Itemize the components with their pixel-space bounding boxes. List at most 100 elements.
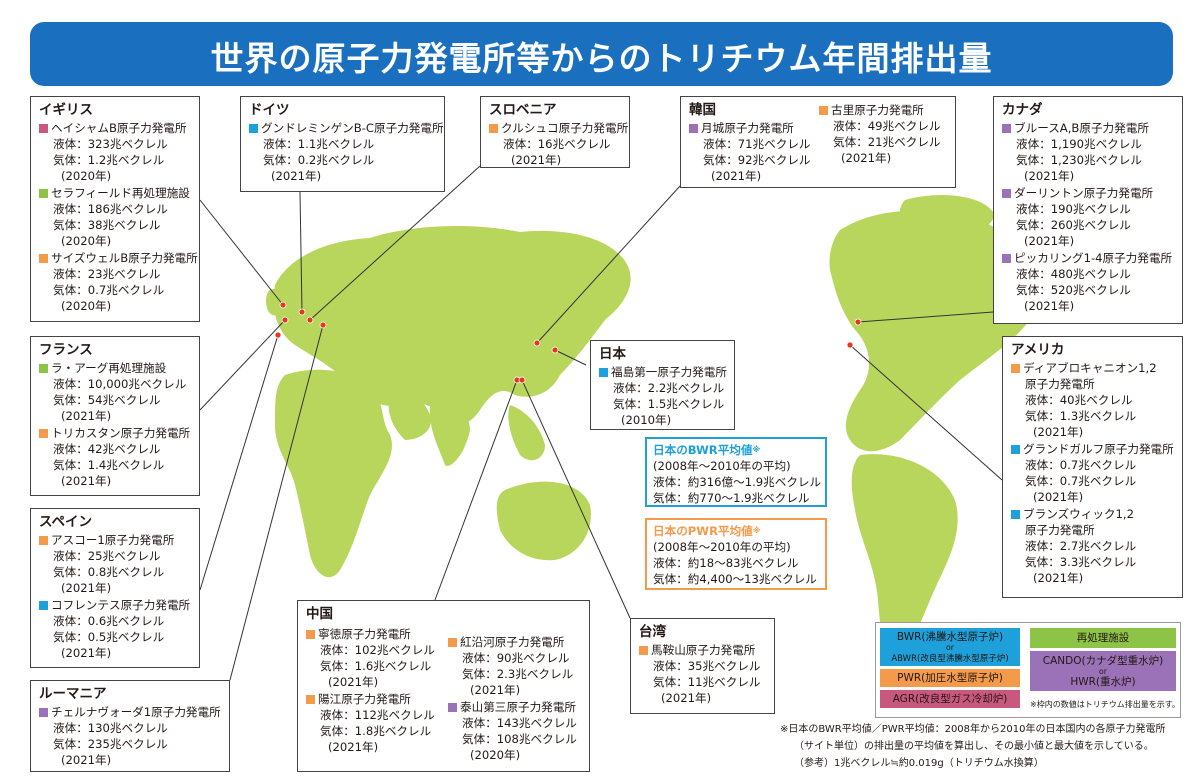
marker-canada [854, 318, 862, 326]
bwr-type-marker [599, 367, 608, 377]
year: (2021年) [1033, 490, 1084, 504]
plant-name-continued: 原子力発電所 [1025, 377, 1095, 391]
pwr-type-marker [39, 535, 48, 545]
leader-slovenia [309, 165, 481, 321]
marker-slovenia [306, 316, 314, 324]
pwr-type-marker [306, 629, 315, 639]
legend-bwr: BWR(沸騰水型原子炉) or ABWR(改良型沸騰水型原子炉) [880, 628, 1020, 666]
legend-hwr: CANDO(カナダ型重水炉) or HWR(重水炉) [1030, 651, 1176, 691]
plant-name: サイズウェルB原子力発電所 [51, 251, 198, 265]
year: (2021年) [470, 683, 521, 697]
pwr-average-period: (2008年～2010年の平均) [653, 540, 791, 554]
pwr-average-gas: 気体：約4,400～13兆ベクレル [653, 572, 817, 586]
japan-bwr-average-box: 日本のBWR平均値※ (2008年～2010年の平均) 液体：約316億～1.9… [645, 437, 827, 507]
country-box-korea: 韓国 月城原子力発電所 液体：71兆ベクレル 気体：92兆ベクレル (2021年… [680, 96, 956, 188]
bwr-average-liquid: 液体：約316億～1.9兆ベクレル [653, 475, 822, 489]
plant-name: ブルースA,B原子力発電所 [1014, 121, 1149, 135]
liquid-value: 液体：0.7兆ベクレル [1025, 458, 1137, 472]
footnote-line-2: （サイト単位）の排出量の平均値を算出し、その最小値と最大値を示している。 [794, 741, 1154, 752]
gas-value: 気体：260兆ベクレル [1016, 218, 1131, 232]
plant-name: トリカスタン原子力発電所 [51, 426, 191, 440]
plant-name: チェルナヴォーダ1原子力発電所 [51, 705, 221, 719]
pwr-type-marker [1011, 363, 1020, 373]
marker-usa [846, 341, 854, 349]
legend-pwr: PWR(加圧水型原子炉) [880, 669, 1020, 687]
plant-name: ピッカリング1-4原子力発電所 [1014, 251, 1173, 265]
gas-value: 気体：1.6兆ベクレル [320, 659, 432, 673]
leader-germany [299, 191, 303, 313]
gas-value: 気体：92兆ベクレル [703, 153, 811, 167]
year: (2021年) [61, 753, 112, 767]
liquid-value: 液体：10,000兆ベクレル [53, 377, 187, 391]
agr-type-marker [39, 123, 48, 133]
liquid-value: 液体：186兆ベクレル [53, 202, 168, 216]
country-name: 台湾 [639, 624, 666, 640]
landmass-south-america [851, 454, 958, 670]
landmass-arabia-india [388, 393, 470, 466]
plant-name: 寧徳原子力発電所 [318, 627, 411, 641]
bwr-average-period: (2008年～2010年の平均) [653, 459, 791, 473]
hwr-type-marker [1002, 123, 1011, 133]
year: (2021年) [328, 740, 379, 754]
year: (2020年) [61, 299, 112, 313]
year: (2010年) [621, 413, 672, 427]
plant-name-continued: 原子力発電所 [1025, 523, 1095, 537]
year: (2020年) [61, 234, 112, 248]
country-box-usa: アメリカ ディアブロキャニオン1,2 原子力発電所 液体：40兆ベクレル 気体：… [1002, 336, 1183, 598]
pwr-average-liquid: 液体：約18～83兆ベクレル [653, 556, 799, 570]
liquid-value: 液体：35兆ベクレル [653, 659, 761, 673]
pwr-type-marker [448, 637, 457, 647]
country-name: 中国 [306, 606, 333, 622]
pwr-average-title: 日本のPWR平均値※ [653, 524, 761, 538]
country-name: ドイツ [249, 102, 290, 118]
plant-name: ヘイシャムB原子力発電所 [51, 121, 187, 135]
page-title: 世界の原子力発電所等からのトリチウム年間排出量 [210, 39, 993, 78]
pwr-type-marker [39, 428, 48, 438]
leader-france [199, 319, 286, 411]
hwr-type-marker [689, 123, 698, 133]
country-name: カナダ [1002, 102, 1043, 118]
plant-name: グランドガルフ原子力発電所 [1023, 442, 1174, 456]
liquid-value: 液体：130兆ベクレル [53, 721, 168, 735]
country-box-slovenia: スロベニア クルシュコ原子力発電所 液体：16兆ベクレル (2021年) [480, 96, 630, 168]
marker-germany [298, 308, 306, 316]
country-name: アメリカ [1011, 342, 1065, 358]
pwr-type-marker [489, 123, 498, 133]
year: (2021年) [1024, 299, 1075, 313]
bwr-type-marker [249, 123, 258, 133]
gas-value: 気体：3.3兆ベクレル [1025, 555, 1137, 569]
year: (2021年) [61, 646, 112, 660]
leader-canada [857, 311, 994, 323]
gas-value: 気体：0.7兆ベクレル [1025, 474, 1137, 488]
landmass-north-america [829, 210, 1038, 452]
leader-usa [849, 344, 1003, 481]
year: (2021年) [661, 691, 712, 705]
bwr-type-marker [1011, 509, 1020, 519]
liquid-value: 液体：0.6兆ベクレル [53, 614, 165, 628]
country-name: 日本 [599, 346, 626, 362]
plant-name: アスコー1原子力発電所 [51, 533, 175, 547]
legend-agr: AGR(改良型ガス冷却炉) [880, 690, 1020, 708]
country-box-uk: イギリス ヘイシャムB原子力発電所 液体：323兆ベクレル 気体：1.2兆ベクレ… [30, 96, 200, 322]
gas-value: 気体：0.8兆ベクレル [53, 565, 165, 579]
bwr-type-marker [39, 600, 48, 610]
landmass-africa [275, 369, 392, 578]
marker-japan [551, 346, 559, 354]
year: (2021年) [1024, 234, 1075, 248]
year: (2021年) [61, 581, 112, 595]
legend-note: ※枠内の数値はトリチウム排出量を示す。 [1030, 700, 1180, 709]
year: (2021年) [1033, 425, 1084, 439]
pwr-type-marker [639, 645, 648, 655]
plant-name: ダーリントン原子力発電所 [1014, 186, 1154, 200]
bwr-average-title: 日本のBWR平均値※ [653, 443, 761, 457]
country-box-japan: 日本 福島第一原子力発電所 液体：2.2兆ベクレル 気体：1.5兆ベクレル (2… [590, 340, 735, 430]
liquid-value: 液体：49兆ベクレル [833, 119, 941, 133]
gas-value: 気体：54兆ベクレル [53, 393, 161, 407]
plant-name: 福島第一原子力発電所 [611, 365, 727, 379]
plant-name: 月城原子力発電所 [701, 121, 794, 135]
japan-pwr-average-box: 日本のPWR平均値※ (2008年～2010年の平均) 液体：約18～83兆ベク… [645, 518, 827, 590]
liquid-value: 液体：190兆ベクレル [1016, 202, 1131, 216]
liquid-value: 液体：143兆ベクレル [462, 716, 577, 730]
plant-name: ブランズウィック1,2 [1023, 507, 1134, 521]
